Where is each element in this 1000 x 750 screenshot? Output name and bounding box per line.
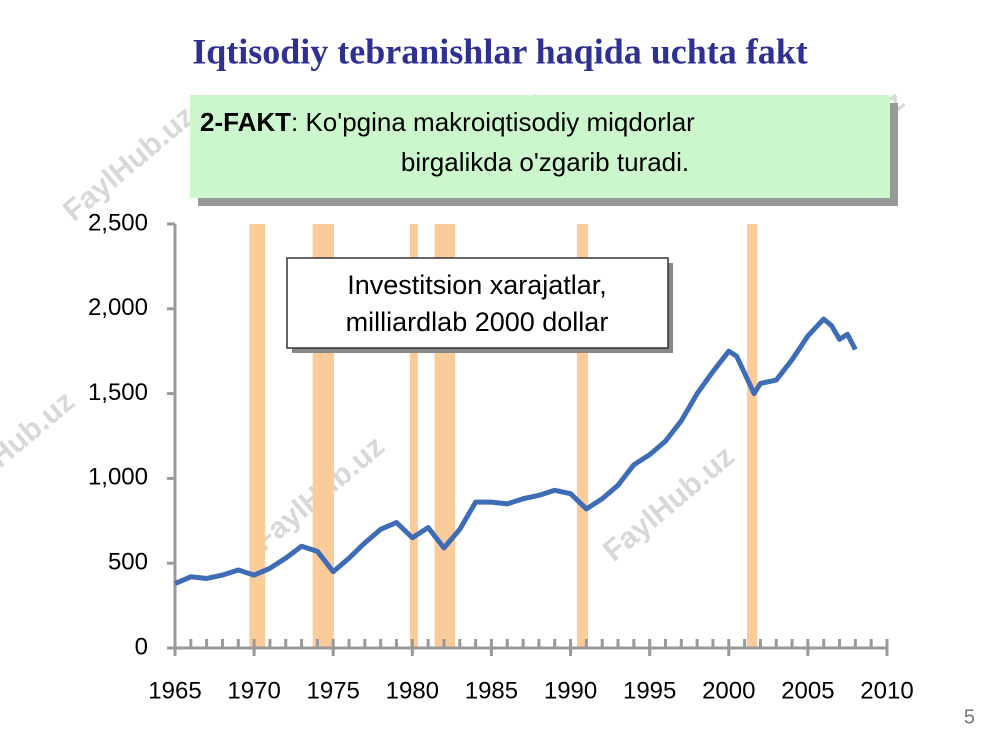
x-tick-label: 1980 [386,677,439,704]
y-tick-label: 500 [108,549,148,576]
x-tick-label: 1975 [307,677,360,704]
x-tick-label: 1970 [227,677,280,704]
annotation-box [286,257,669,349]
series-line [174,316,858,586]
fact-text: : Ko'pgina makroiqtisodiy miqdorlar [291,107,695,137]
y-tick-label: 2,500 [88,209,148,236]
page-number: 5 [964,706,975,728]
y-tick-label: 1,500 [88,379,148,406]
recession-band [746,224,758,648]
plot: 0 500 1,000 1,500 2,000 2,500 1965 1970 1975 1980… [88,209,914,704]
slide-title: Iqtisodiy tebranishlar haqida uchta fakt [192,31,807,71]
x-tick-label: 2005 [781,677,834,704]
recession-band [409,224,418,648]
x-tick-label: 1995 [623,677,676,704]
recession-band [249,224,266,648]
x-tick-label: 1985 [465,677,518,704]
annotation-line: Investitsion xarajatlar, [347,270,607,300]
watermark: FaylHub.uz [0,385,81,513]
x-tick-label: 2010 [860,677,913,704]
fact-box [190,95,890,198]
fact-line-2: birgalikda o'zgarib turadi. [401,147,689,177]
fact-line-1: 2-FAKT: Ko'pgina makroiqtisodiy miqdorla… [200,107,695,137]
y-tick-label: 1,000 [88,464,148,491]
fact-label: 2-FAKT [200,107,291,137]
y-tick-label: 2,000 [88,294,148,321]
annotation-line: milliardlab 2000 dollar [346,307,609,337]
x-tick-label: 1990 [544,677,597,704]
x-tick-label: 1965 [148,677,201,704]
watermark: FaylHub.uz [597,440,741,568]
y-tick-label: 0 [135,633,148,660]
recession-band [576,224,588,648]
x-tick-label: 2000 [702,677,755,704]
